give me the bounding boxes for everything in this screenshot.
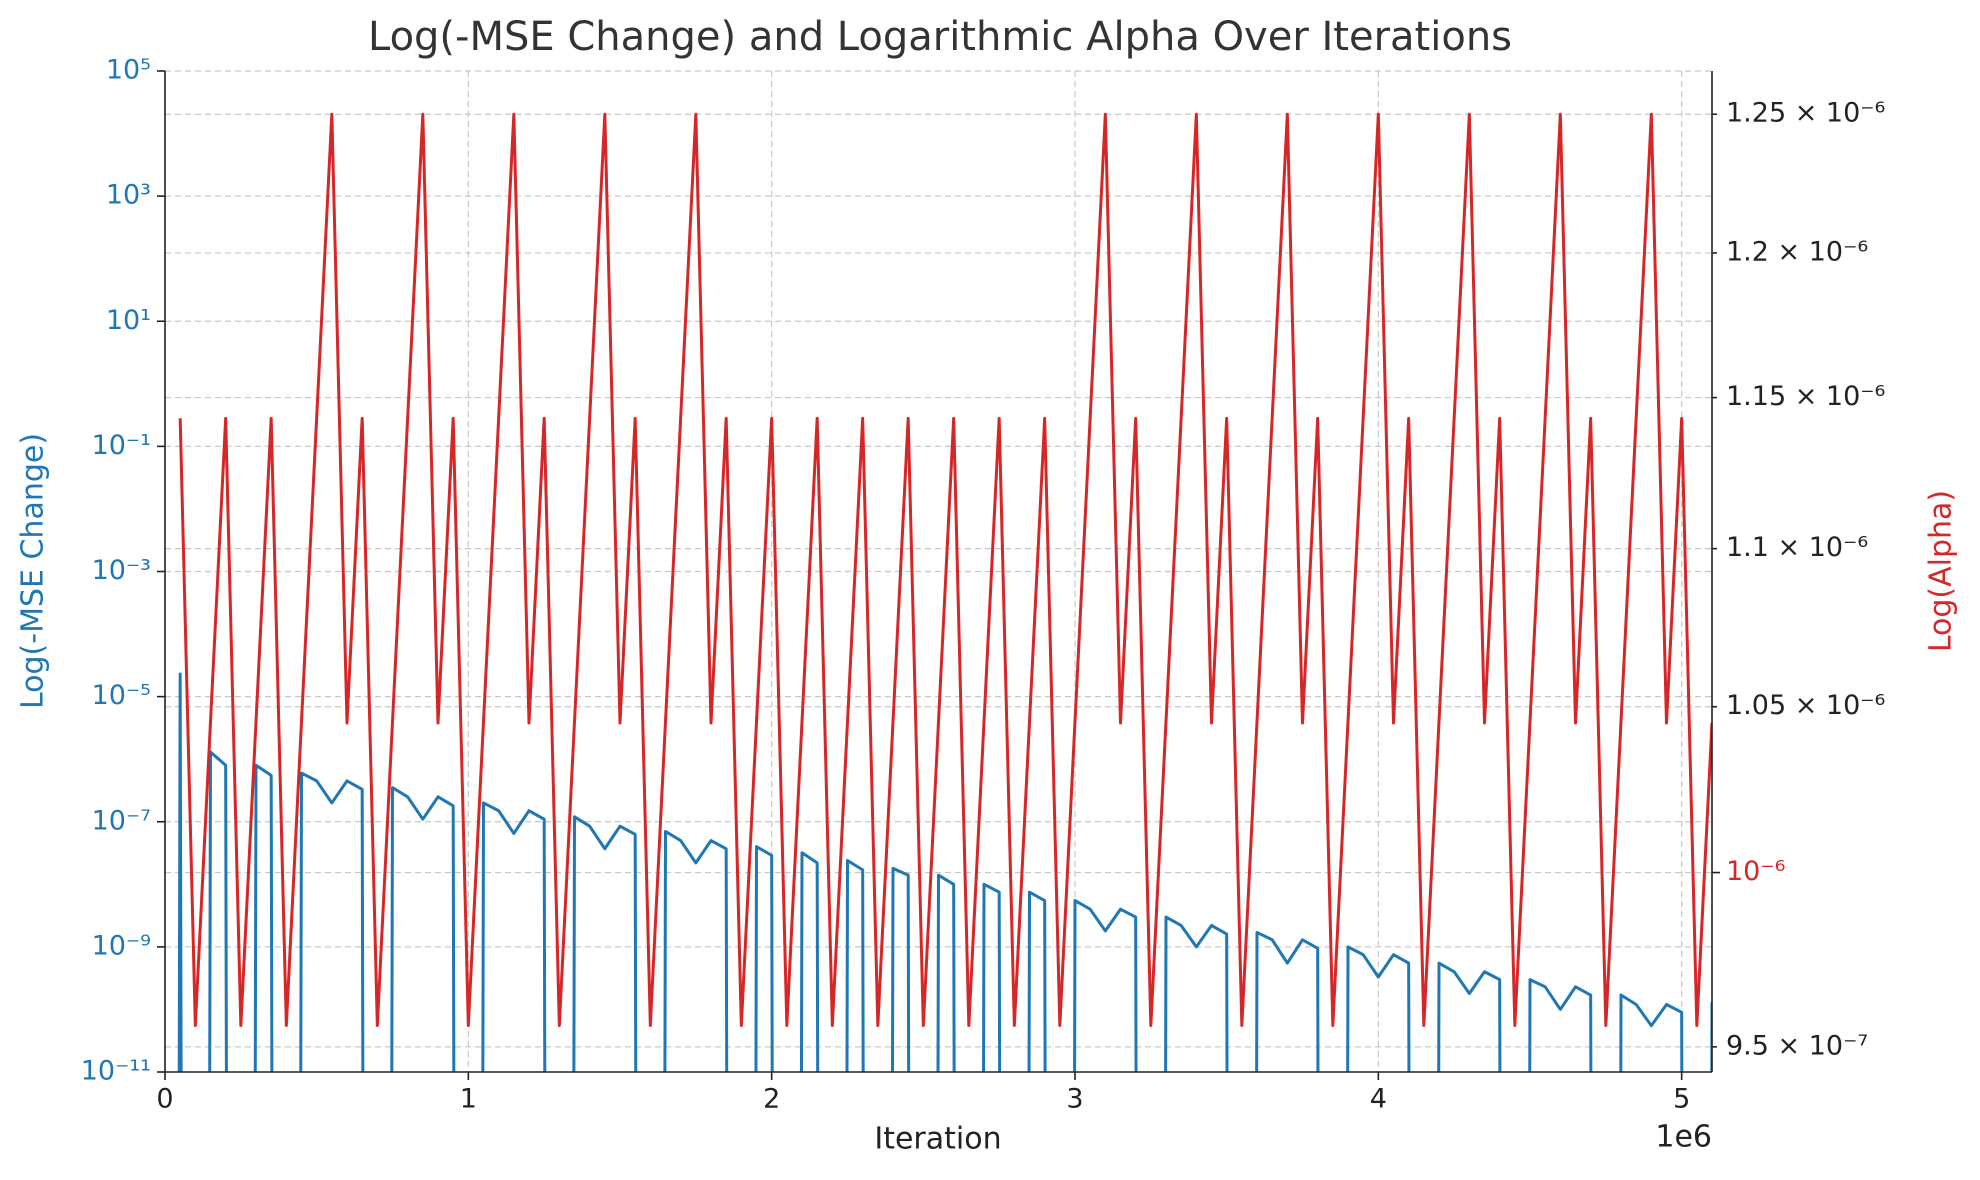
y-tick-label: 10⁻³ xyxy=(92,555,151,586)
y-tick-label: 10³ xyxy=(106,180,151,211)
x-tick-label: 5 xyxy=(1673,1084,1690,1115)
x-tick-label: 2 xyxy=(763,1084,780,1115)
x-tick-label: 3 xyxy=(1066,1084,1083,1115)
y-tick-label: 10⁻⁵ xyxy=(92,680,151,711)
y-axis-label: Log(-MSE Change) xyxy=(16,433,51,709)
x-axis-label: Iteration xyxy=(874,1122,1001,1157)
y2-tick-label: 9.5 × 10⁻⁷ xyxy=(1726,1030,1868,1061)
y2-axis-label: Log(Alpha) xyxy=(1924,490,1959,652)
y2-tick-label: 1.25 × 10⁻⁶ xyxy=(1726,98,1885,129)
y-tick-label: 10⁵ xyxy=(106,55,151,86)
y2-tick-label: 1.2 × 10⁻⁶ xyxy=(1726,236,1868,267)
x-tick-label: 1 xyxy=(460,1084,477,1115)
x-tick-label: 0 xyxy=(156,1084,173,1115)
y-tick-label: 10¹ xyxy=(106,305,151,336)
y2-tick-label: 1.15 × 10⁻⁶ xyxy=(1726,381,1885,412)
x-tick-label: 4 xyxy=(1370,1084,1387,1115)
y2-tick-label: 1.05 × 10⁻⁶ xyxy=(1726,690,1885,721)
y-tick-label: 10⁻¹¹ xyxy=(81,1056,151,1087)
y2-tick-label: 10⁻⁶ xyxy=(1726,856,1785,887)
y-tick-label: 10⁻¹ xyxy=(92,430,151,461)
y-tick-label: 10⁻⁷ xyxy=(92,805,151,836)
chart-title: Log(-MSE Change) and Logarithmic Alpha O… xyxy=(368,14,1512,60)
y-tick-label: 10⁻⁹ xyxy=(92,930,151,961)
y2-tick-label: 1.1 × 10⁻⁶ xyxy=(1726,532,1868,563)
x-offset-label: 1e6 xyxy=(1655,1120,1712,1155)
data-line xyxy=(178,112,1712,1027)
data-line xyxy=(177,672,1712,1072)
